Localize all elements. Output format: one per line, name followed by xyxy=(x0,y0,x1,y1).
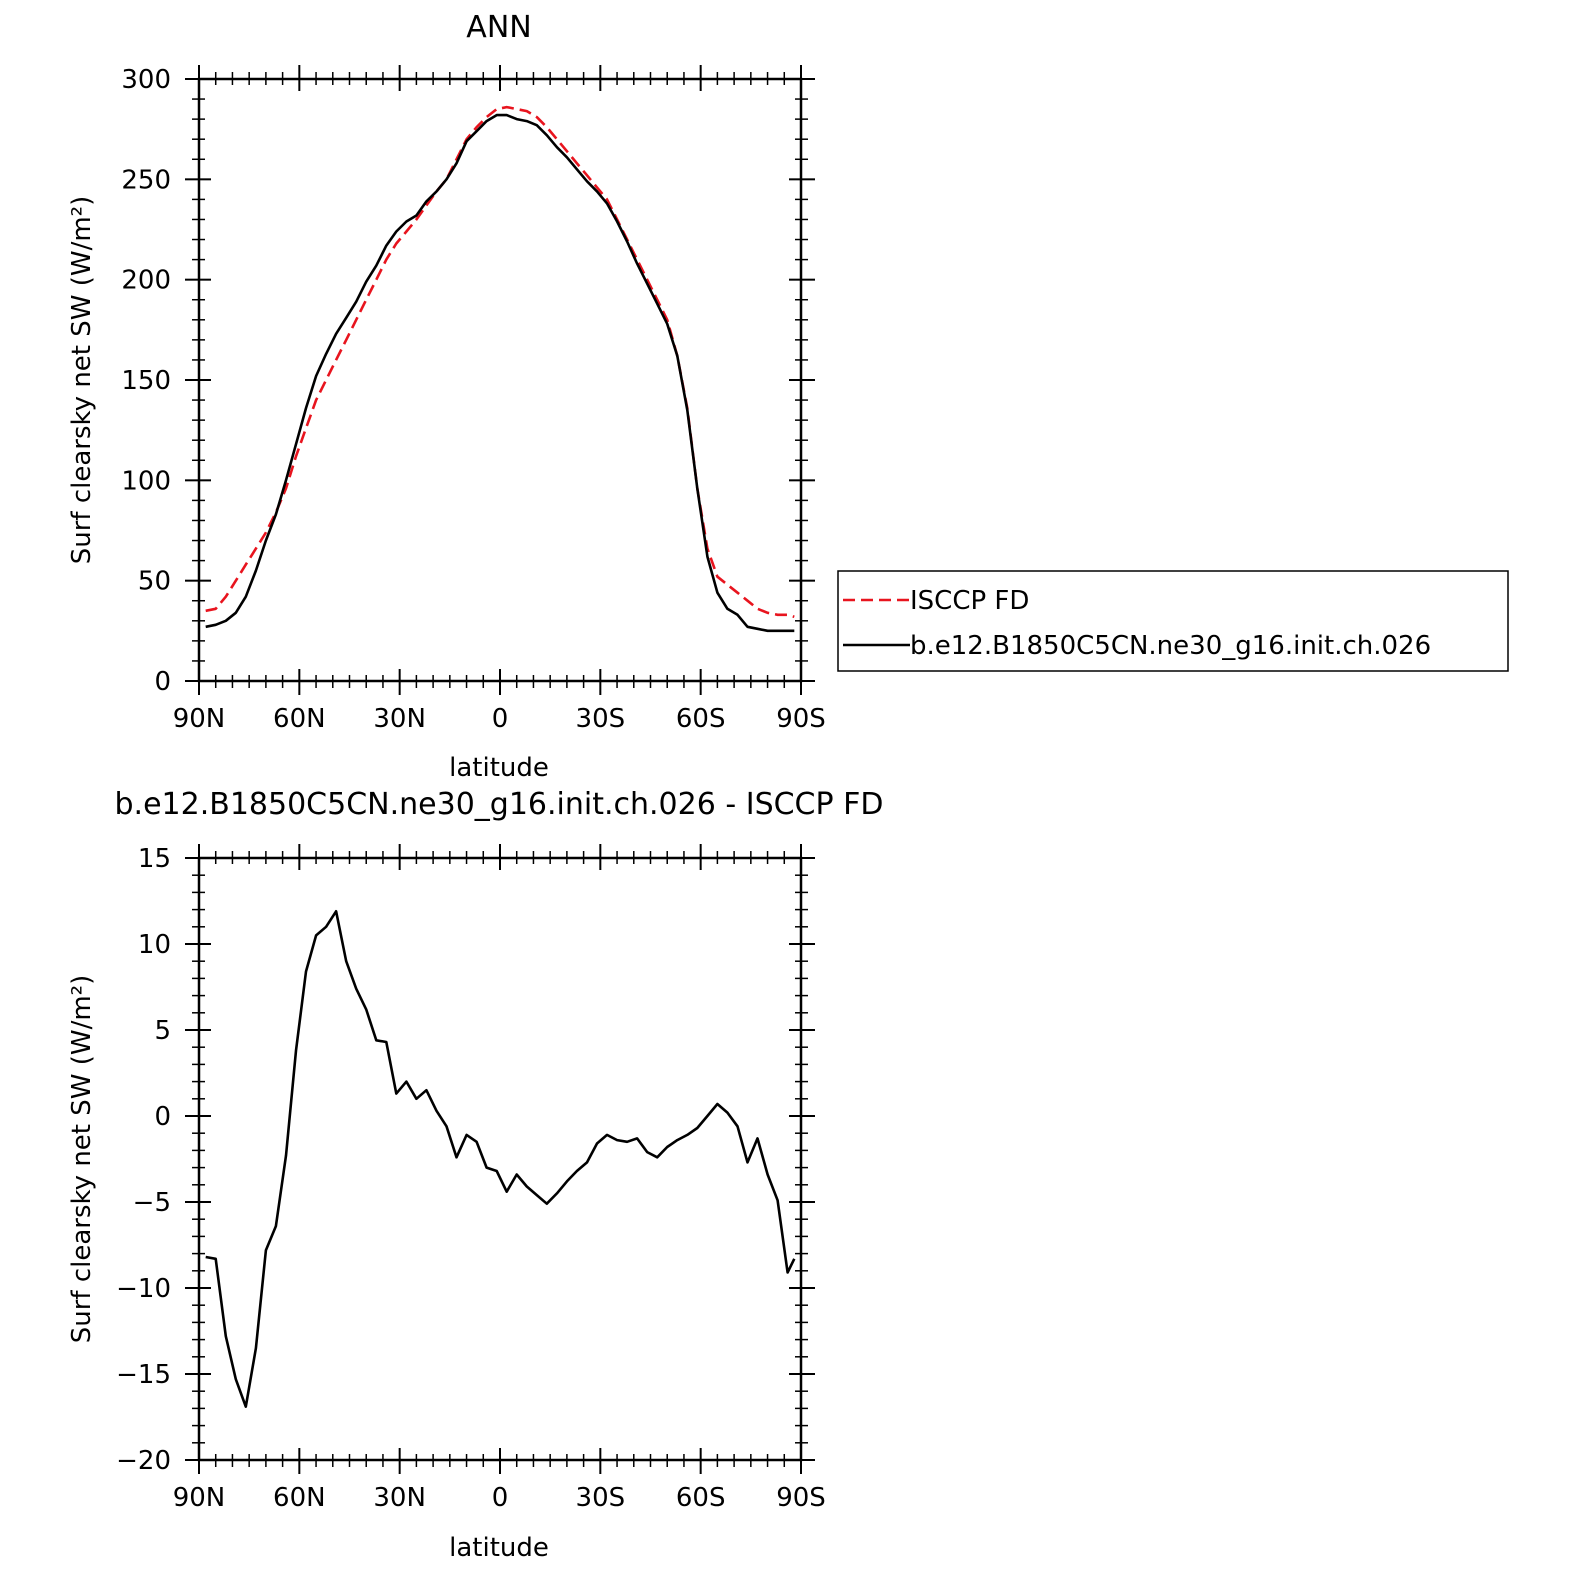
bottom-chart-x-tick-label: 90N xyxy=(173,1483,226,1513)
bottom-chart-y-tick-label: −10 xyxy=(116,1274,171,1304)
bottom-chart-x-tick-label: 30S xyxy=(576,1483,626,1513)
bottom-chart-y-tick-label: 0 xyxy=(154,1102,171,1132)
top-chart-title: ANN xyxy=(466,10,531,45)
top-chart-y-tick-labels: 0 50 100 150 200 250 300 xyxy=(121,65,171,697)
legend: ISCCP FD b.e12.B1850C5CN.ne30_g16.init.c… xyxy=(837,570,1509,672)
top-chart-y-tick-label: 250 xyxy=(121,165,171,195)
top-chart-x-tick-label: 60N xyxy=(273,704,326,734)
bottom-chart-x-tick-label: 60N xyxy=(273,1483,326,1513)
bottom-chart-series xyxy=(205,909,796,1408)
legend-label-isccp-fd: ISCCP FD xyxy=(910,586,1029,616)
bottom-chart-y-tick-labels: −20 −15 −10 −5 0 5 10 15 xyxy=(116,844,171,1476)
legend-label-model: b.e12.B1850C5CN.ne30_g16.init.ch.026 xyxy=(910,631,1431,661)
bottom-chart-x-axis-title: latitude xyxy=(449,1533,549,1563)
top-chart-y-tick-label: 50 xyxy=(138,567,171,597)
top-chart-y-tick-label: 150 xyxy=(121,366,171,396)
top-chart-frame xyxy=(197,77,803,683)
bottom-chart-frame xyxy=(197,856,803,1462)
top-chart-series-line-1 xyxy=(205,113,795,633)
bottom-chart-title: b.e12.B1850C5CN.ne30_g16.init.ch.026 - I… xyxy=(115,787,884,822)
bottom-chart-panel: b.e12.B1850C5CN.ne30_g16.init.ch.026 - I… xyxy=(67,787,883,1563)
bottom-chart-y-tick-label: 10 xyxy=(138,930,171,960)
top-chart-x-tick-label: 30S xyxy=(576,704,626,734)
top-chart-x-tick-labels: 90N 60N 30N 0 30S 60S 90S xyxy=(173,704,826,734)
top-chart-x-tick-label: 30N xyxy=(373,704,426,734)
top-chart-y-axis-title: Surf clearsky net SW (W/m²) xyxy=(67,196,97,564)
bottom-chart-y-tick-label: −5 xyxy=(133,1188,171,1218)
bottom-chart-series-line-0 xyxy=(205,909,796,1408)
bottom-chart-y-tick-label: −20 xyxy=(116,1446,171,1476)
top-chart-y-tick-label: 200 xyxy=(121,266,171,296)
top-chart-x-tick-label: 90N xyxy=(173,704,226,734)
top-chart-ticks xyxy=(185,65,815,695)
bottom-chart-y-tick-label: −15 xyxy=(116,1360,171,1390)
top-chart-series xyxy=(205,105,795,633)
bottom-chart-x-tick-label: 90S xyxy=(776,1483,826,1513)
top-chart-y-tick-label: 0 xyxy=(154,667,171,697)
bottom-chart-x-tick-label: 30N xyxy=(373,1483,426,1513)
bottom-chart-y-tick-label: 15 xyxy=(138,844,171,874)
top-chart-x-tick-label: 0 xyxy=(492,704,509,734)
bottom-chart-x-tick-labels: 90N 60N 30N 0 30S 60S 90S xyxy=(173,1483,826,1513)
top-chart-x-tick-label: 60S xyxy=(676,704,726,734)
legend-box xyxy=(837,570,1509,672)
top-chart-y-tick-label: 100 xyxy=(121,466,171,496)
top-chart-x-axis-title: latitude xyxy=(449,753,549,783)
bottom-chart-y-axis-title: Surf clearsky net SW (W/m²) xyxy=(67,975,97,1343)
bottom-chart-x-tick-label: 0 xyxy=(492,1483,509,1513)
bottom-chart-y-tick-label: 5 xyxy=(154,1016,171,1046)
top-chart-panel: ANN 90N 60N 30N 0 30S 60S 90S 0 50 100 150 200 250 3… xyxy=(67,10,826,783)
bottom-chart-x-tick-label: 60S xyxy=(676,1483,726,1513)
top-chart-x-tick-label: 90S xyxy=(776,704,826,734)
bottom-chart-ticks xyxy=(185,844,815,1474)
top-chart-y-tick-label: 300 xyxy=(121,65,171,95)
